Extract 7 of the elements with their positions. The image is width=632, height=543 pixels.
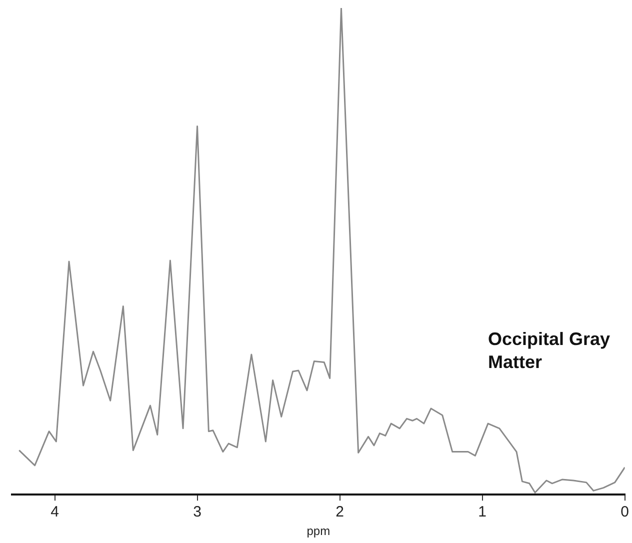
x-tick-label: 2 [336,504,344,521]
x-axis-title: ppm [306,524,330,538]
x-tick-label: 0 [620,504,629,521]
x-tick-label: 3 [193,504,202,521]
x-tick-label: 4 [50,504,59,521]
annotation: Occipital Gray Matter [488,328,612,374]
x-tick-label: 1 [478,504,486,521]
